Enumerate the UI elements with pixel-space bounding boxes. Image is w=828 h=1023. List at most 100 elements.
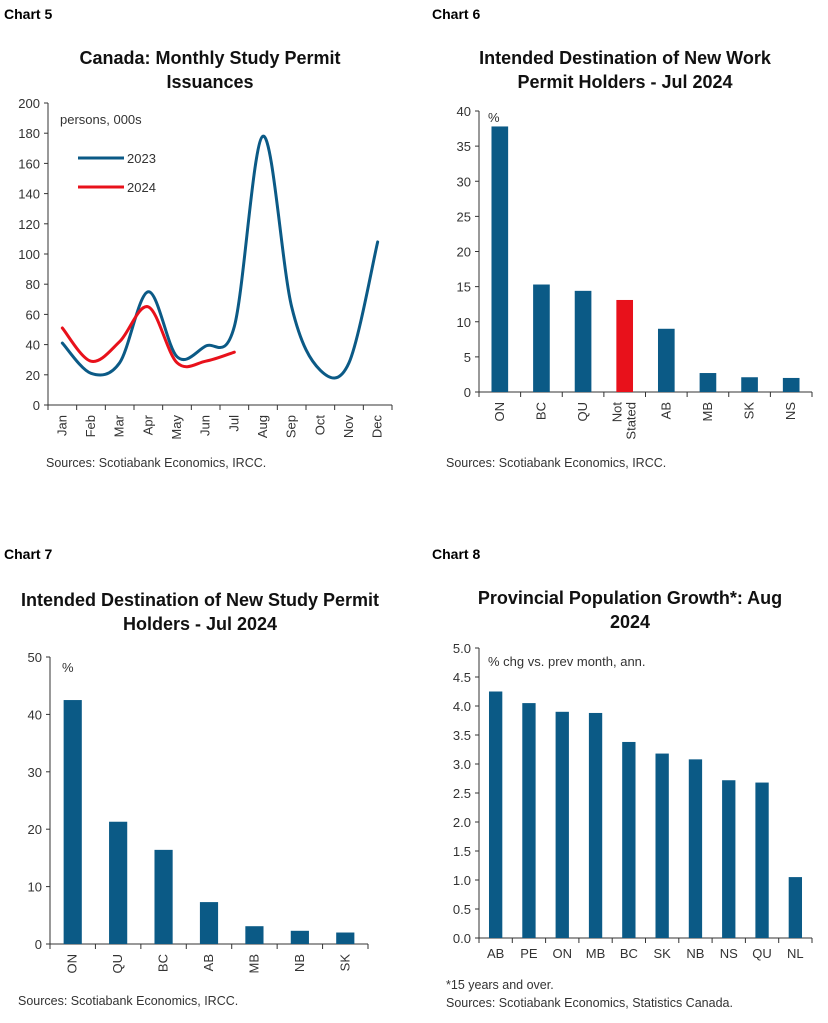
c8-bar-bc	[622, 741, 636, 938]
c6-bar-bc	[533, 284, 550, 392]
chart7-title: Intended Destination of New Study Permit…	[20, 590, 380, 634]
c8-x-label: MB	[586, 946, 606, 961]
c5-series-2023	[60, 134, 380, 380]
c5-y-tick-label: 160	[18, 156, 40, 171]
c5-y-tick-label: 0	[33, 398, 40, 413]
c5-y-tick-label: 40	[26, 338, 40, 353]
c8-y-tick-label: 2.5	[453, 786, 471, 801]
c8-y-tick-label: 0.0	[453, 931, 471, 946]
c6-x-label: ON	[492, 402, 507, 422]
c8-y-tick-label: 1.5	[453, 844, 471, 859]
c7-x-label: MB	[246, 954, 261, 974]
c8-x-label: AB	[487, 946, 504, 961]
c5-x-label: Jun	[198, 415, 213, 436]
c7-x-label: QU	[110, 954, 125, 974]
c8-bar-on	[555, 711, 569, 938]
c5-x-label: Mar	[112, 414, 127, 437]
c5-y-tick-label: 20	[26, 368, 40, 383]
c8-x-label: NL	[787, 946, 804, 961]
c5-legend-label-2024: 2024	[127, 180, 156, 195]
c5-y-tick-label: 200	[18, 96, 40, 111]
c8-x-label: NS	[720, 946, 738, 961]
chart8-footnote: *15 years and over.	[446, 978, 554, 992]
c8-x-label: NB	[686, 946, 704, 961]
c6-x-label: BC	[533, 402, 548, 420]
c6-x-label: Not	[610, 402, 625, 423]
c7-bar-on	[63, 700, 82, 944]
c6-y-tick-label: 5	[464, 350, 471, 365]
c6-x-label: QU	[575, 402, 590, 422]
c5-x-label: May	[169, 415, 184, 440]
c8-x-label: QU	[752, 946, 772, 961]
c8-y-tick-label: 0.5	[453, 902, 471, 917]
c7-bar-qu	[109, 821, 128, 944]
c8-bar-qu	[755, 782, 769, 938]
c5-x-label: Aug	[255, 415, 270, 438]
c5-y-tick-label: 60	[26, 307, 40, 322]
chart6-title: Intended Destination of New Work Permit …	[479, 48, 771, 92]
c8-bar-nl	[788, 877, 803, 938]
c5-x-label: Feb	[83, 415, 98, 437]
c7-x-label: SK	[337, 954, 352, 972]
c6-y-tick-label: 30	[457, 174, 471, 189]
c7-x-label: ON	[65, 954, 80, 974]
c5-legend-label-2023: 2023	[127, 151, 156, 166]
c8-y-tick-label: 1.0	[453, 873, 471, 888]
c7-bar-nb	[290, 930, 309, 944]
chart5-title: Canada: Monthly Study Permit Issuances	[79, 48, 341, 92]
c5-y-tick-label: 180	[18, 126, 40, 141]
c6-bar-on	[491, 126, 509, 392]
c8-bar-nb	[688, 759, 703, 938]
chart8-title: Provincial Population Growth*: Aug 2024	[477, 588, 783, 632]
c6-y-tick-label: 35	[457, 139, 471, 154]
c8-bar-pe	[522, 703, 536, 938]
c6-y-tick-label: 10	[457, 315, 471, 330]
c8-y-tick-label: 5.0	[453, 641, 471, 656]
c6-bar-ab	[657, 328, 675, 392]
c7-y-tick-label: 20	[28, 822, 42, 837]
c5-x-label: Sep	[284, 415, 299, 438]
c6-x-label: MB	[700, 402, 715, 422]
c7-x-label: AB	[201, 954, 216, 971]
c5-x-label: Jan	[54, 415, 69, 436]
c6-y-tick-label: 0	[464, 385, 471, 400]
c5-y-tick-label: 80	[26, 277, 40, 292]
c7-y-tick-label: 10	[28, 880, 42, 895]
chart7-label: Chart 7	[4, 546, 53, 562]
c8-x-label: SK	[653, 946, 671, 961]
c7-y-tick-label: 50	[28, 650, 42, 665]
c7-bar-sk	[336, 932, 355, 944]
chart5-label: Chart 5	[4, 6, 53, 22]
c8-y-tick-label: 4.0	[453, 699, 471, 714]
c6-x-label: NS	[783, 402, 798, 420]
c6-y-tick-label: 15	[457, 280, 471, 295]
c5-x-label: Apr	[140, 414, 155, 435]
c5-x-label: Nov	[341, 415, 356, 439]
c7-bar-bc	[154, 849, 173, 944]
c8-bar-mb	[588, 712, 603, 938]
c6-unit-label: %	[488, 110, 500, 125]
chart8-label: Chart 8	[432, 546, 481, 562]
c5-y-tick-label: 140	[18, 187, 40, 202]
c6-x-label: Stated	[624, 402, 639, 440]
c8-x-label: PE	[520, 946, 538, 961]
c5-x-label: Oct	[312, 415, 327, 436]
c7-y-tick-label: 30	[28, 765, 42, 780]
c7-x-label: NB	[292, 954, 307, 972]
c7-y-tick-label: 40	[28, 707, 42, 722]
chart8-source: Sources: Scotiabank Economics, Statistic…	[446, 996, 733, 1010]
c5-series-2024	[60, 305, 236, 369]
c8-x-label: ON	[553, 946, 573, 961]
c7-unit-label: %	[62, 660, 74, 675]
c7-x-label: BC	[156, 954, 171, 972]
c6-bar-qu	[574, 290, 592, 392]
c6-x-label: SK	[742, 402, 757, 420]
c5-unit-label: persons, 000s	[60, 112, 142, 127]
c8-y-tick-label: 3.0	[453, 757, 471, 772]
chart5-source: Sources: Scotiabank Economics, IRCC.	[46, 456, 267, 470]
c6-y-tick-label: 25	[457, 209, 471, 224]
chart7-source: Sources: Scotiabank Economics, IRCC.	[18, 994, 239, 1008]
c8-y-tick-label: 3.5	[453, 728, 471, 743]
c6-bar-sk	[741, 377, 758, 392]
